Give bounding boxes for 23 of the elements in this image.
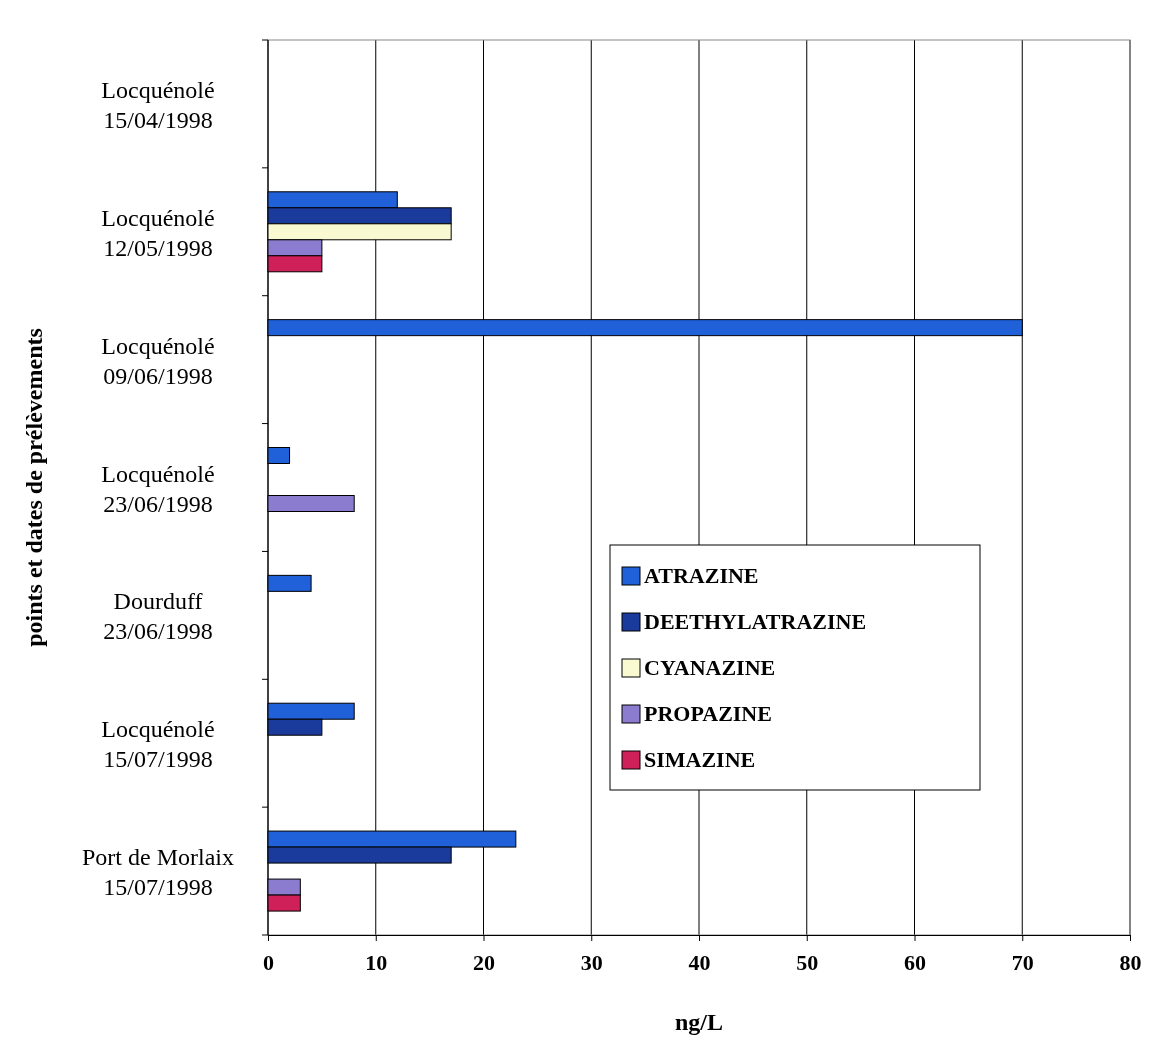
- legend-label: DEETHYLATRAZINE: [644, 609, 867, 634]
- y-tick-label: Locquénolé 23/06/1998: [101, 460, 215, 517]
- legend-label: PROPAZINE: [644, 701, 772, 726]
- y-tick-label: Port de Morlaix 15/07/1998: [82, 844, 234, 901]
- y-tick-label: Locquénolé 09/06/1998: [101, 332, 215, 389]
- x-tick-label: 20: [473, 950, 495, 976]
- y-axis-title: points et dates de prélèvements: [21, 328, 47, 647]
- x-tick-label: 60: [904, 950, 926, 976]
- y-tick-label: Locquénolé 12/05/1998: [101, 204, 215, 261]
- x-tick-label: 80: [1119, 950, 1142, 976]
- x-tick-label: 50: [796, 950, 819, 976]
- x-tick-label: 70: [1011, 950, 1034, 976]
- x-tick-label: 0: [263, 950, 274, 976]
- x-tick-label: 40: [688, 950, 711, 976]
- legend-label: ATRAZINE: [644, 563, 759, 588]
- x-tick-label: 30: [580, 950, 603, 976]
- y-tick-label: Dourduff 23/06/1998: [103, 588, 213, 645]
- x-axis-title: ng/L: [674, 1009, 724, 1035]
- y-tick-label: Locquénolé 15/07/1998: [101, 716, 215, 773]
- x-tick-label: 10: [365, 950, 388, 976]
- legend-label: SIMAZINE: [644, 747, 756, 772]
- legend-label: CYANAZINE: [644, 655, 776, 680]
- y-tick-label: Locquénolé 15/04/1998: [101, 76, 215, 133]
